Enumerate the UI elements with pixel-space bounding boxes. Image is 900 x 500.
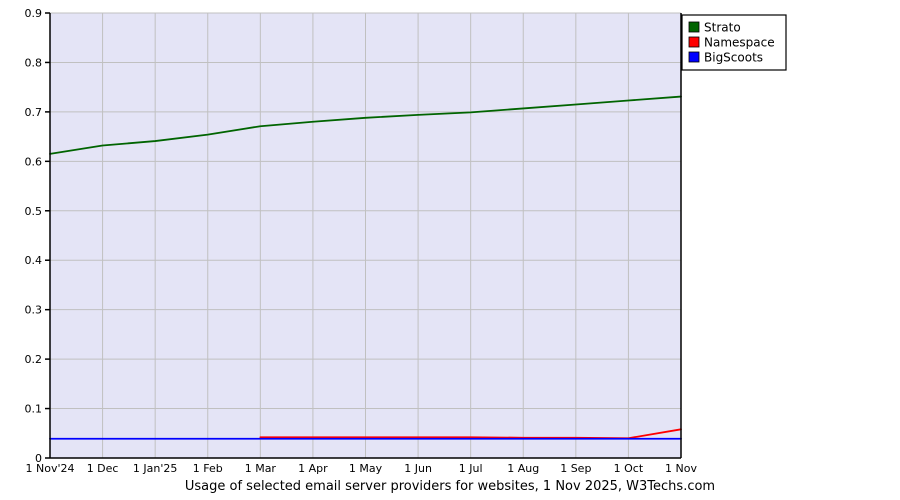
y-tick-label: 0.7 <box>25 106 43 119</box>
x-tick-label: 1 Nov'24 <box>26 462 75 475</box>
x-tick-label: 1 Mar <box>245 462 277 475</box>
y-tick-label: 0.5 <box>25 205 43 218</box>
series-line-strato <box>49 95 682 155</box>
axes <box>49 13 682 459</box>
y-axis-ticks: 0 0.1 0.2 0.3 0.4 0.5 0.6 0.7 0.8 0.9 <box>25 7 50 465</box>
y-tick-label: 0.9 <box>25 7 43 20</box>
y-tick-label: 0.3 <box>25 304 43 317</box>
gridlines <box>50 12 682 458</box>
x-tick-label: 1 Oct <box>614 462 644 475</box>
x-tick-label: 1 Jun <box>404 462 432 475</box>
x-tick-label: 1 Apr <box>298 462 328 475</box>
data-series-layer <box>49 95 682 440</box>
x-tick-label: 1 Nov <box>665 462 697 475</box>
chart-title: Usage of selected email server providers… <box>185 479 715 494</box>
legend-swatch-namespace <box>688 36 700 48</box>
y-tick-label: 0.1 <box>25 403 43 416</box>
x-tick-label: 1 Jan'25 <box>133 462 177 475</box>
y-tick-label: 0.6 <box>25 155 43 168</box>
legend-swatch-bigscoots <box>688 51 700 63</box>
y-tick-label: 0.4 <box>25 254 43 267</box>
x-tick-label: 1 Dec <box>87 462 119 475</box>
legend-label-namespace: Namespace <box>704 36 775 50</box>
x-tick-label: 1 Aug <box>507 462 539 475</box>
x-tick-label: 1 Feb <box>193 462 223 475</box>
x-axis-ticks: 1 Nov'24 1 Dec 1 Jan'25 1 Feb 1 Mar 1 Apr 1 Ma… <box>26 462 698 475</box>
y-tick-label: 0.2 <box>25 353 43 366</box>
y-tick-label: 0 <box>35 452 42 465</box>
x-tick-label: 1 Jul <box>459 462 483 475</box>
x-tick-label: 1 May <box>349 462 383 475</box>
y-tick-label: 0.8 <box>25 56 43 69</box>
legend-label-strato: Strato <box>704 21 741 35</box>
legend-label-bigscoots: BigScoots <box>704 51 763 65</box>
legend-swatch-strato <box>688 21 700 33</box>
x-tick-label: 1 Sep <box>560 462 591 475</box>
